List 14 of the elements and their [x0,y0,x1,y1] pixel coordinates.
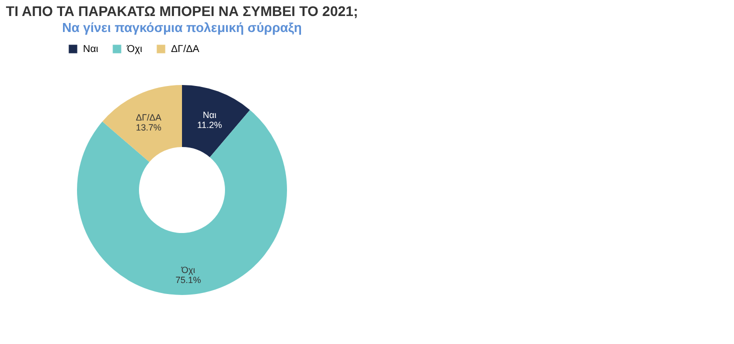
data-label: 75.1% [176,274,202,285]
slice-label: Ναι [202,110,216,120]
legend-label: Ναι [83,44,98,55]
chart-title: ΤΙ ΑΠΟ ΤΑ ΠΑΡΑΚΑΤΩ ΜΠΟΡΕΙ ΝΑ ΣΥΜΒΕΙ ΤΟ 2021; [6,3,358,19]
legend-label: ΔΓ/ΔΑ [171,44,200,55]
data-label: 13.7% [136,122,162,132]
donut-slice [77,110,287,295]
slice-label: ΔΓ/ΔΑ [136,112,162,122]
donut-slice [182,85,250,158]
legend-label: Όχι [126,44,142,55]
data-label: 11.2% [197,120,222,130]
slice-label: Όχι [180,264,196,275]
chart-subtitle: Να γίνει παγκόσμια πολεμική σύρραξη [62,20,302,35]
donut-slice [102,85,182,162]
